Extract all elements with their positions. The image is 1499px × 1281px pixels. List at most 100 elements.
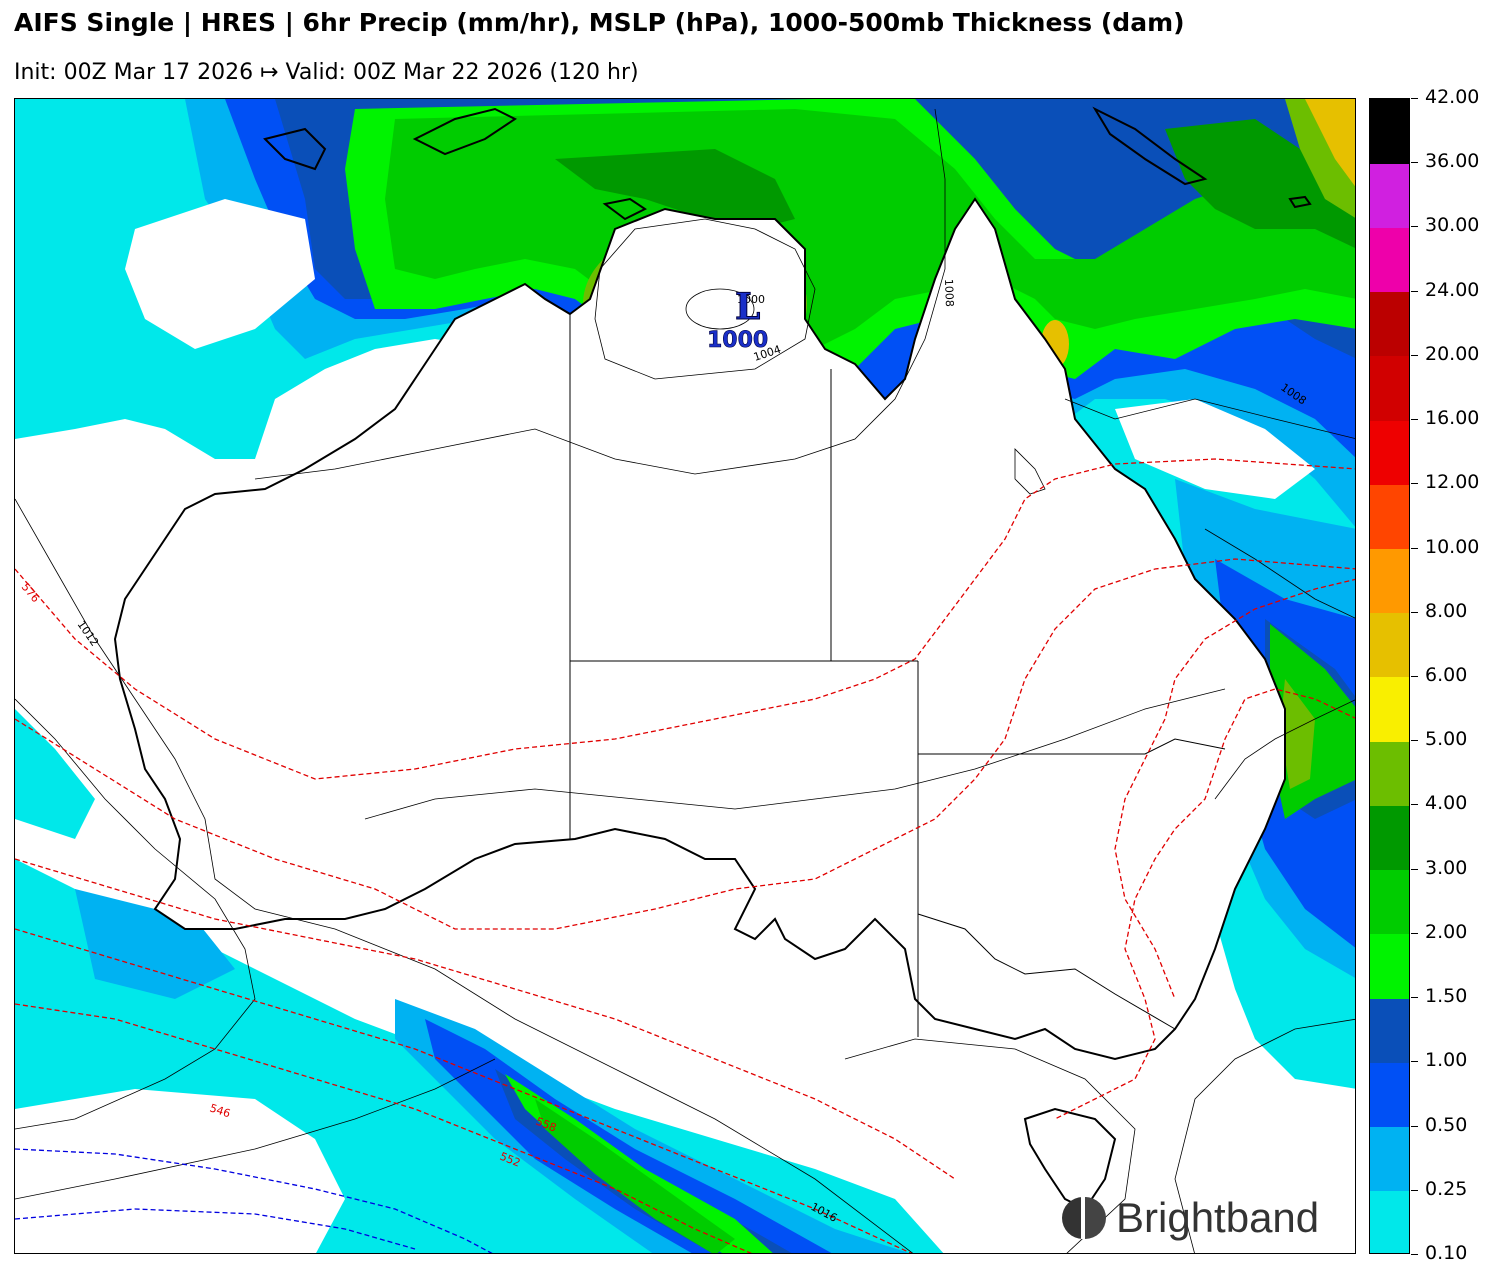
isobar [685,288,755,330]
precip-area [1305,99,1355,187]
colorbar-tick-label: 6.00 [1425,664,1468,686]
isobars [15,108,1355,1253]
colorbar-tick-mark [1411,226,1418,228]
colorbar-segment [1370,869,1409,935]
coastline [113,197,1286,1061]
thickness-line [15,1208,416,1250]
chart-title: AIFS Single | HRES | 6hr Precip (mm/hr),… [14,8,1185,37]
low-symbol: L [735,286,760,328]
precip-area [75,889,235,999]
isobar [15,498,914,1253]
isobar [1014,448,1046,495]
colorbar-segment [1370,805,1409,871]
isobar-label: 1000 [737,293,765,306]
colorbar-tick-label: 16.00 [1425,407,1480,430]
colorbar-tick-label: 36.00 [1425,150,1480,173]
border-qld-nsw [918,738,1226,755]
precip-area [535,1099,735,1253]
thickness-line [15,1003,753,1253]
coastline [1023,1107,1117,1211]
colorbar-segment [1370,612,1409,678]
low-center-marker: L 1000 [707,286,769,354]
brightband-logo: Brightband [1060,1192,1319,1244]
isobar [254,108,946,480]
precip-colorbar [1369,98,1410,1254]
precip-area [395,999,909,1253]
colorbar-tick-mark [1411,1189,1418,1191]
colorbar-tick-label: 1.50 [1425,985,1468,1008]
colorbar-tick-mark [1411,676,1418,677]
low-pressure: 1000 [707,328,768,353]
isobar [594,218,816,380]
colorbar-tick-label: 3.00 [1425,856,1468,879]
isobar [1214,699,1355,800]
coastline [1288,195,1312,209]
coastline [1092,106,1208,186]
isobar [1064,398,1355,439]
coastline [263,127,327,171]
isobar [364,688,1226,820]
australia-land [115,199,1285,1059]
brand-name: Brightband [1116,1194,1320,1241]
colorbar-tick-mark [1411,1125,1418,1127]
precip-area [425,1019,832,1253]
colorbar-tick-label: 0.25 [1425,1177,1468,1200]
colorbar-tick-mark [1411,997,1418,999]
colorbar-tick-mark [1411,740,1418,742]
colorbar-segment [1370,291,1409,357]
colorbar-segment [1370,933,1409,999]
weather-map: 1000 1004 1008 1008 1012 1016 576 546 55… [14,98,1356,1254]
isobar-label: 1012 [75,618,102,648]
tasmania-land [1025,1109,1115,1209]
thickness-lines-blue [15,1148,493,1253]
precip-area [1115,399,1315,499]
colorbar-tick-label: 24.00 [1425,278,1480,301]
thickness-lines [15,458,1355,1253]
colorbar-tick-label: 1.00 [1425,1049,1468,1072]
colorbar-segment [1370,1126,1409,1192]
colorbar-tick-label: 5.00 [1425,728,1468,751]
colorbar-tick-mark [1411,1254,1418,1255]
colorbar-tick-label: 20.00 [1425,342,1480,365]
precip-area [1280,679,1315,789]
isobar-label: 1008 [942,279,956,307]
thickness-line [1054,688,1355,1120]
colorbar-tick-label: 30.00 [1425,214,1480,237]
chart-subtitle: Init: 00Z Mar 17 2026 ↦ Valid: 00Z Mar 2… [14,60,639,85]
thickness-line [15,1148,493,1253]
colorbar-segment [1370,420,1409,485]
coastline [412,107,517,156]
colorbar-tick-label: 4.00 [1425,792,1468,815]
colorbar-segment [1370,163,1409,228]
colorbar-segment [1370,99,1409,164]
colorbar-segment [1370,1062,1409,1128]
isobar [15,698,256,1130]
colorbar-tick-label: 8.00 [1425,599,1468,622]
colorbar-tick-mark [1411,804,1418,806]
isobar [15,1058,496,1200]
precip-area [505,1074,773,1253]
colorbar-tick-mark [1411,483,1418,485]
brightband-logo-icon [1062,1197,1106,1239]
colorbar-tick-label: 10.00 [1425,535,1480,558]
isobar [844,1038,1136,1253]
precip-area [125,199,315,349]
colorbar-segment [1370,355,1409,421]
thickness-line [15,458,1355,780]
map-graphic: 1000 1004 1008 1008 1012 1016 576 546 55… [15,99,1355,1253]
thickness-line [15,858,956,1180]
precip-area [15,709,95,839]
colorbar-segment [1370,741,1409,806]
colorbar-segment [1370,484,1409,550]
isobar [1174,1018,1355,1253]
colorbar-tick-label: 42.00 [1425,86,1480,108]
colorbar-segment [1370,998,1409,1063]
colorbar-tick-label: 2.00 [1425,920,1468,943]
colorbar-segment [1370,1190,1409,1253]
colorbar-tick-mark [1411,419,1418,421]
coastline [602,197,647,221]
isobar [1204,528,1355,619]
colorbar-tick-label: 12.00 [1425,471,1480,494]
colorbar-tick-mark [1411,98,1418,99]
precip-area [555,149,795,229]
